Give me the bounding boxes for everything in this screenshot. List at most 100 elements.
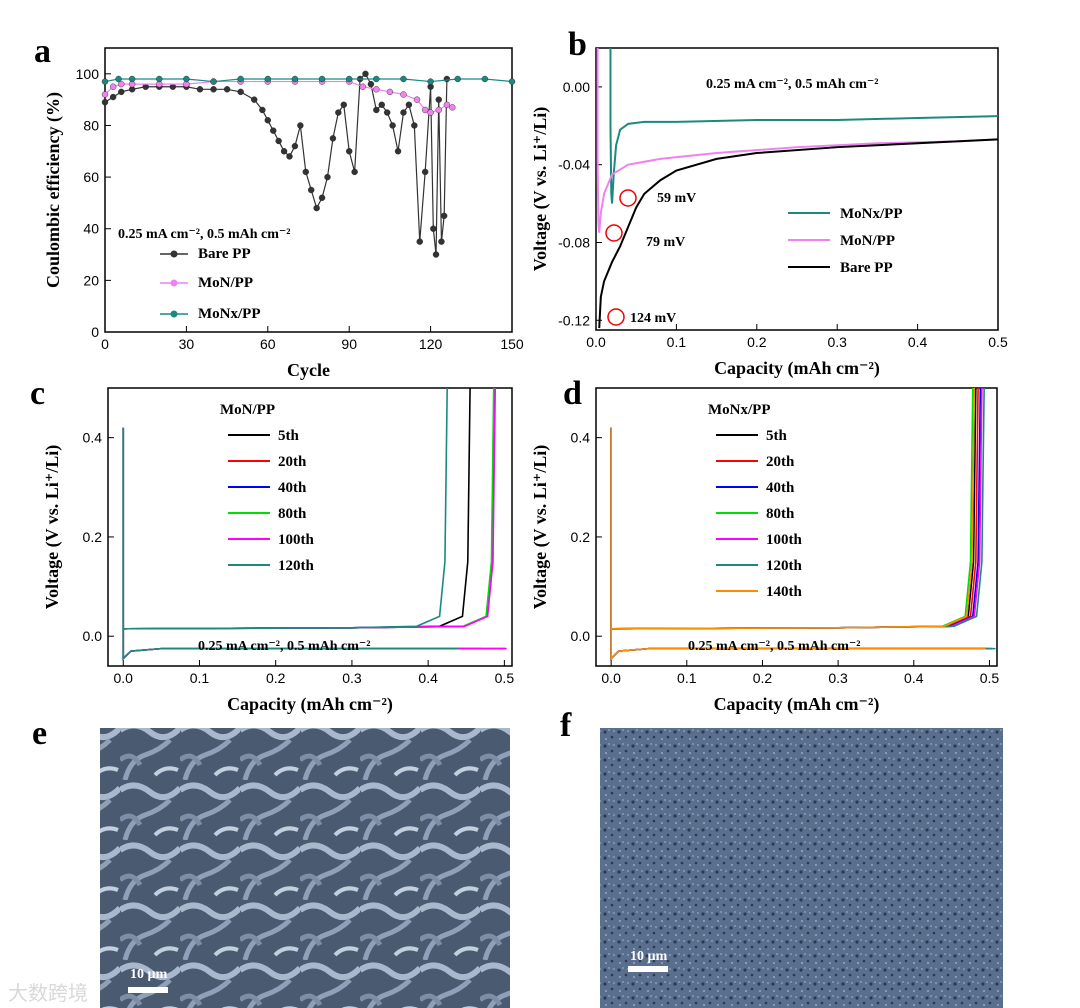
x-tick-label-b: 0.5 xyxy=(988,334,1008,350)
data-point xyxy=(308,186,315,194)
y-axis-label-d: Voltage (V vs. Li⁺/Li) xyxy=(530,445,551,610)
data-point xyxy=(378,101,385,109)
x-tick-label-d: 0.4 xyxy=(904,670,924,686)
data-point xyxy=(432,251,440,258)
data-point xyxy=(413,96,421,103)
data-point xyxy=(109,83,117,90)
data-point xyxy=(367,80,375,88)
data-point xyxy=(280,148,288,155)
x-tick-label-c: 0.1 xyxy=(190,670,210,686)
series-discharge-140th xyxy=(610,427,986,661)
legend-title-d: MoNx/PP xyxy=(708,402,770,418)
callout-circle xyxy=(607,308,625,326)
series-line-MoNx/PP xyxy=(609,48,999,204)
data-point xyxy=(383,109,391,116)
x-axis-label-c: Capacity (mAh cm⁻²) xyxy=(227,694,393,715)
data-point xyxy=(115,75,122,83)
callout-label-1: 79 mV xyxy=(646,235,685,250)
series-charge-40th xyxy=(123,387,496,630)
annotation-d: 0.25 mA cm⁻², 0.5 mAh cm⁻² xyxy=(688,639,860,654)
data-point xyxy=(394,148,402,155)
legend-marker xyxy=(170,279,178,287)
legend-label-4: 100th xyxy=(766,532,802,548)
data-point xyxy=(389,122,396,129)
x-tick-label-d: 0.1 xyxy=(677,670,697,686)
data-point xyxy=(438,238,445,245)
y-tick-label-a: 20 xyxy=(83,272,99,288)
panel-label-f: f xyxy=(560,707,572,744)
data-point xyxy=(351,168,358,176)
scalebar-label-e: 10 µm xyxy=(130,967,168,982)
y-tick-label-c: 0.4 xyxy=(83,430,103,446)
annotation-b: 0.25 mA cm⁻², 0.5 mAh cm⁻² xyxy=(706,77,878,92)
data-point xyxy=(400,91,407,98)
data-point xyxy=(196,86,204,93)
data-point xyxy=(386,88,394,96)
series-discharge-100th xyxy=(610,427,994,661)
panel-label-b: b xyxy=(568,26,587,63)
x-tick-label-d: 0.0 xyxy=(601,670,621,686)
data-point xyxy=(405,101,413,109)
series-charge-80th xyxy=(123,387,495,630)
data-point xyxy=(346,148,353,155)
data-point xyxy=(427,109,434,116)
series-line-Bare PP xyxy=(598,138,999,329)
data-point xyxy=(302,168,309,176)
plot-frame-c xyxy=(107,387,513,667)
data-point xyxy=(101,99,109,106)
data-point xyxy=(454,75,461,83)
legend-label-4: 100th xyxy=(278,532,314,548)
panel-label-c: c xyxy=(30,375,45,412)
y-tick-label-a: 100 xyxy=(76,66,100,82)
x-tick-label-d: 0.3 xyxy=(828,670,848,686)
data-point xyxy=(416,238,423,245)
legend-label-5: 120th xyxy=(278,558,314,574)
series-discharge-80th xyxy=(122,427,506,661)
data-point xyxy=(275,137,282,145)
series-charge-20th xyxy=(123,387,496,630)
series-discharge-120th xyxy=(122,427,459,661)
series-charge-140th xyxy=(611,387,976,630)
y-tick-label-b: -0.04 xyxy=(558,157,590,173)
data-point xyxy=(291,142,299,150)
chart-b: 0.0 0.1 0.2 0.3 0.4 0.5 -0.12 -0.08 -0.04 0.00 Cap… xyxy=(530,47,1008,379)
y-tick-label-a: 60 xyxy=(83,169,99,185)
plot-frame-b xyxy=(595,47,999,331)
data-point xyxy=(128,75,136,83)
legend-label-0: 5th xyxy=(766,428,787,444)
legend-label-0: Bare PP xyxy=(198,246,251,262)
data-point xyxy=(318,194,326,201)
data-point xyxy=(435,106,442,114)
data-point xyxy=(118,80,125,88)
legend-label-2: 40th xyxy=(766,480,795,496)
data-point xyxy=(313,204,320,212)
callout-circle xyxy=(605,224,623,242)
legend-label-2: Bare PP xyxy=(840,260,893,276)
data-point xyxy=(400,109,407,116)
callout-label-0: 59 mV xyxy=(657,191,696,206)
data-point xyxy=(156,75,163,83)
legend-label-2: 40th xyxy=(278,480,307,496)
data-point xyxy=(411,122,418,129)
watermark: 大数跨境 xyxy=(8,981,88,1005)
data-point xyxy=(329,135,337,142)
data-point xyxy=(373,106,380,114)
data-point xyxy=(251,96,258,103)
series-discharge-120th xyxy=(610,427,996,661)
data-point xyxy=(109,93,117,101)
y-tick-label-a: 0 xyxy=(91,324,99,340)
x-tick-label-c: 0.4 xyxy=(418,670,438,686)
data-point xyxy=(291,75,299,83)
y-tick-label-d: 0.2 xyxy=(571,529,591,545)
data-point xyxy=(101,78,109,85)
x-tick-label-a: 60 xyxy=(260,336,276,352)
legend-label-3: 80th xyxy=(278,506,307,522)
panel-label-e: e xyxy=(32,715,47,752)
legend-label-2: MoNx/PP xyxy=(198,306,260,322)
legend-label-1: 20th xyxy=(278,454,307,470)
data-point xyxy=(449,104,456,111)
sem-image-f: 10 µm xyxy=(600,728,1003,1008)
callout-circle xyxy=(619,189,637,207)
scalebar-e xyxy=(128,987,168,993)
data-point xyxy=(101,91,109,98)
